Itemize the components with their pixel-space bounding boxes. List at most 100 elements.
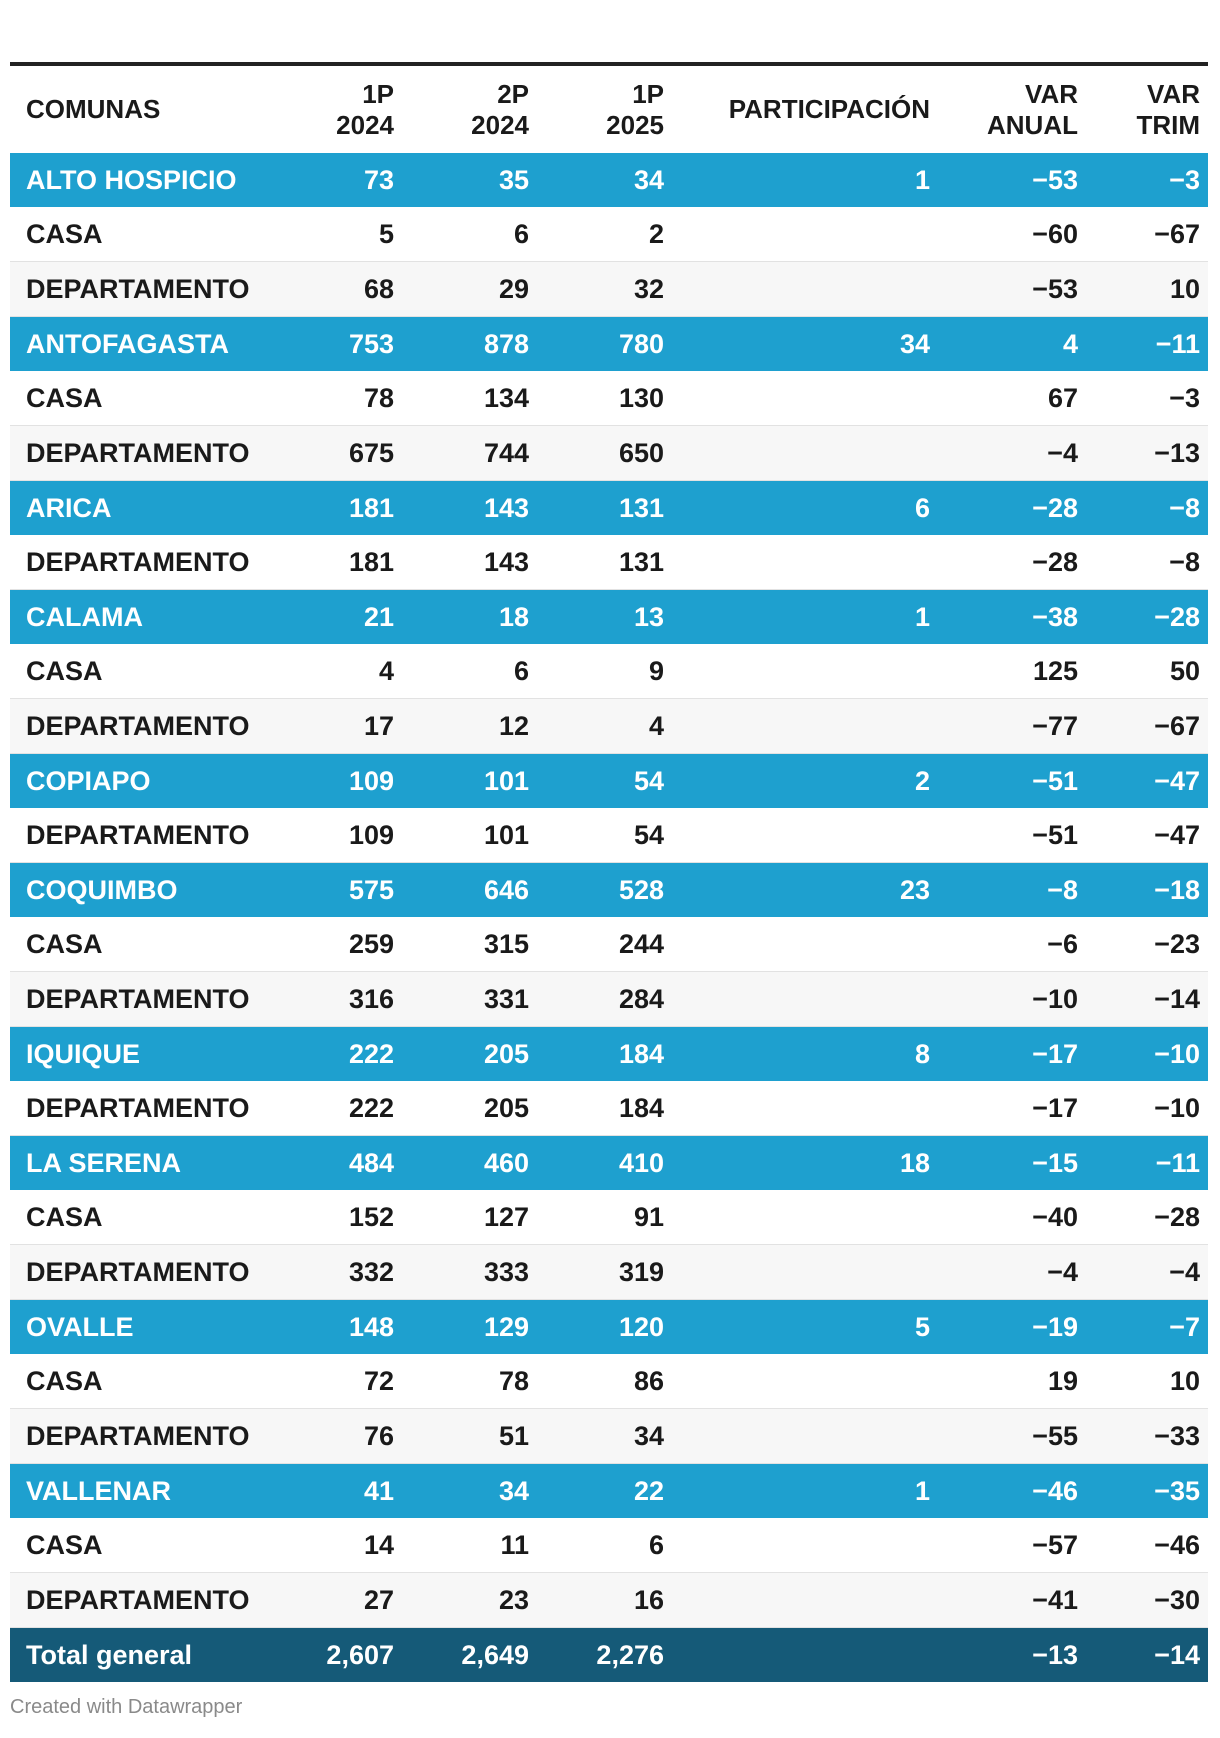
commune-row: VALLENAR 41 34 22 1 −46 −35: [10, 1463, 1208, 1518]
column-header: PARTICIPACIÓN: [664, 64, 930, 153]
column-header-line: 1P: [632, 78, 664, 109]
table-cell: [664, 1354, 930, 1409]
table-cell: 222: [260, 1081, 394, 1136]
column-header-line: 2024: [336, 109, 394, 140]
table-cell: −33: [1078, 1408, 1208, 1464]
table-cell: [664, 1572, 930, 1628]
data-table-container: COMUNAS 1P 2024 2P 2024 1P 2025 PARTICIPACIÓN VA…: [10, 62, 1208, 1682]
table-cell: 675: [260, 425, 394, 481]
commune-row: CALAMA 21 18 13 1 −38 −28: [10, 589, 1208, 644]
table-cell: 5: [664, 1299, 930, 1354]
table-cell: DEPARTAMENTO: [10, 1572, 260, 1628]
table-cell: [664, 808, 930, 863]
table-cell: 6: [394, 644, 529, 699]
table-cell: 125: [930, 644, 1078, 699]
table-cell: [664, 1081, 930, 1136]
table-cell: 18: [394, 589, 529, 644]
table-cell: 10: [1078, 261, 1208, 317]
table-cell: 6: [394, 207, 529, 262]
table-cell: ALTO HOSPICIO: [10, 153, 260, 207]
table-cell: 148: [260, 1299, 394, 1354]
column-header-line: 2025: [606, 109, 664, 140]
table-cell: CASA: [10, 1190, 260, 1245]
table-cell: DEPARTAMENTO: [10, 261, 260, 317]
table-cell: 4: [930, 316, 1078, 371]
table-cell: 11: [394, 1518, 529, 1573]
table-cell: 23: [394, 1572, 529, 1628]
table-cell: ARICA: [10, 480, 260, 535]
table-cell: CASA: [10, 1518, 260, 1573]
property-type-row: CASA 4 6 9 125 50: [10, 644, 1208, 699]
table-cell: 284: [529, 971, 664, 1027]
table-cell: −77: [930, 698, 1078, 754]
property-type-row: DEPARTAMENTO 109 101 54 −51 −47: [10, 808, 1208, 863]
table-cell: −10: [930, 971, 1078, 1027]
table-cell: 332: [260, 1244, 394, 1300]
table-cell: −35: [1078, 1463, 1208, 1518]
table-cell: 101: [394, 808, 529, 863]
table-cell: 484: [260, 1135, 394, 1190]
table-cell: −28: [930, 480, 1078, 535]
table-cell: −41: [930, 1572, 1078, 1628]
table-cell: 2,649: [394, 1627, 529, 1682]
table-cell: 32: [529, 261, 664, 317]
table-cell: [664, 698, 930, 754]
property-type-row: CASA 78 134 130 67 −3: [10, 371, 1208, 426]
commune-row: ALTO HOSPICIO 73 35 34 1 −53 −3: [10, 153, 1208, 207]
table-cell: [664, 644, 930, 699]
table-cell: 34: [529, 153, 664, 207]
table-cell: 101: [394, 753, 529, 808]
table-cell: −30: [1078, 1572, 1208, 1628]
commune-row: LA SERENA 484 460 410 18 −15 −11: [10, 1135, 1208, 1190]
table-cell: LA SERENA: [10, 1135, 260, 1190]
table-cell: 4: [529, 698, 664, 754]
table-cell: −28: [1078, 1190, 1208, 1245]
table-cell: CASA: [10, 207, 260, 262]
table-cell: [664, 1244, 930, 1300]
column-header-line: TRIM: [1136, 109, 1200, 140]
table-cell: −4: [1078, 1244, 1208, 1300]
table-cell: 72: [260, 1354, 394, 1409]
property-type-row: DEPARTAMENTO 17 12 4 −77 −67: [10, 698, 1208, 754]
table-cell: 13: [529, 589, 664, 644]
table-cell: −47: [1078, 808, 1208, 863]
commune-row: ARICA 181 143 131 6 −28 −8: [10, 480, 1208, 535]
table-cell: CASA: [10, 371, 260, 426]
table-cell: −17: [930, 1081, 1078, 1136]
table-cell: 143: [394, 535, 529, 590]
table-cell: DEPARTAMENTO: [10, 1408, 260, 1464]
table-cell: 184: [529, 1081, 664, 1136]
table-cell: CASA: [10, 644, 260, 699]
table-cell: 780: [529, 316, 664, 371]
table-cell: 14: [260, 1518, 394, 1573]
column-header: VAR TRIM: [1078, 64, 1208, 153]
table-cell: [664, 1190, 930, 1245]
table-cell: 68: [260, 261, 394, 317]
table-cell: OVALLE: [10, 1299, 260, 1354]
property-type-row: CASA 152 127 91 −40 −28: [10, 1190, 1208, 1245]
table-cell: −28: [1078, 589, 1208, 644]
table-cell: 143: [394, 480, 529, 535]
table-header-row: COMUNAS 1P 2024 2P 2024 1P 2025 PARTICIPACIÓN VA…: [10, 64, 1208, 153]
table-cell: DEPARTAMENTO: [10, 808, 260, 863]
table-cell: 86: [529, 1354, 664, 1409]
footer-credit: Created with Datawrapper: [10, 1696, 243, 1718]
table-cell: 54: [529, 753, 664, 808]
property-type-row: CASA 72 78 86 19 10: [10, 1354, 1208, 1409]
table-cell: 410: [529, 1135, 664, 1190]
table-cell: −4: [930, 425, 1078, 481]
table-cell: 259: [260, 917, 394, 972]
column-header-line: VAR: [1025, 78, 1078, 109]
table-cell: 131: [529, 480, 664, 535]
table-cell: −17: [930, 1026, 1078, 1081]
table-cell: VALLENAR: [10, 1463, 260, 1518]
commune-row: COQUIMBO 575 646 528 23 −8 −18: [10, 862, 1208, 917]
table-cell: 460: [394, 1135, 529, 1190]
column-header-line: PARTICIPACIÓN: [728, 94, 930, 124]
property-type-row: CASA 5 6 2 −60 −67: [10, 207, 1208, 262]
property-type-row: DEPARTAMENTO 68 29 32 −53 10: [10, 261, 1208, 317]
table-cell: 78: [260, 371, 394, 426]
table-cell: 753: [260, 316, 394, 371]
table-cell: 650: [529, 425, 664, 481]
table-cell: 10: [1078, 1354, 1208, 1409]
